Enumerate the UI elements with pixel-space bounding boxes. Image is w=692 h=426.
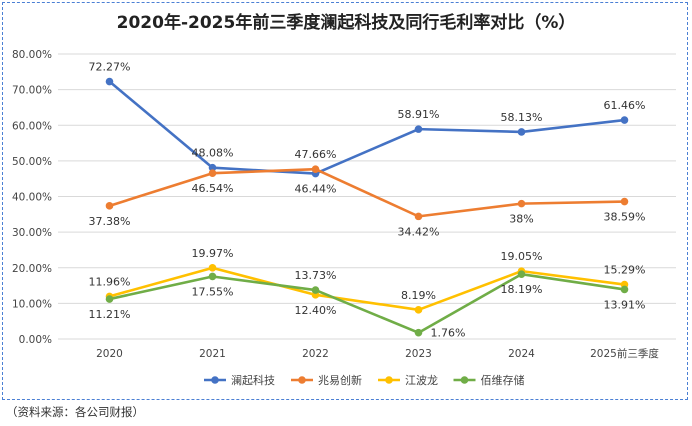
- legend-swatch-marker: [298, 376, 306, 384]
- data-point: [620, 116, 629, 124]
- data-point: [517, 199, 526, 208]
- data-label: 13.73%: [295, 269, 337, 282]
- data-point: [208, 272, 217, 281]
- data-label: 47.66%: [295, 148, 337, 161]
- series-line: [109, 167, 625, 218]
- x-tick-label: 2025前三季度: [590, 347, 659, 360]
- y-tick-label: 50.00%: [12, 156, 52, 168]
- legend-label: 澜起科技: [231, 373, 275, 387]
- data-label: 12.40%: [295, 304, 337, 317]
- data-point: [311, 165, 320, 174]
- chart-frame: [2, 2, 688, 400]
- y-tick-label: 0.00%: [19, 334, 52, 346]
- data-label: 46.54%: [192, 182, 234, 195]
- y-tick-label: 30.00%: [12, 227, 52, 239]
- data-label: 38%: [509, 213, 533, 226]
- y-tick-label: 60.00%: [12, 120, 52, 132]
- legend-label: 江波龙: [405, 374, 438, 387]
- legend-swatch-marker: [460, 376, 469, 384]
- series-line: [109, 266, 625, 312]
- legend-label: 佰维存储: [481, 373, 525, 387]
- legend-swatch-marker: [385, 376, 393, 384]
- data-point: [414, 328, 423, 337]
- series-2: [105, 165, 629, 221]
- data-point: [414, 212, 423, 221]
- x-tick-label: 2021: [199, 348, 226, 360]
- x-tick-label: 2022: [302, 348, 329, 360]
- data-label: 48.08%: [192, 147, 234, 160]
- series-line: [109, 272, 625, 335]
- data-point: [208, 169, 217, 178]
- data-label: 13.91%: [604, 298, 646, 311]
- gridlines: [58, 53, 676, 340]
- legend-item: 兆易创新: [291, 373, 362, 387]
- series-4: [105, 270, 629, 337]
- data-labels: 72.27% 48.08% 46.44% 58.91% 58.13% 61.46% 37.3…: [89, 61, 646, 340]
- y-axis: 0.00% 10.00% 20.00% 30.00% 40.00% 50.00% 60.00…: [12, 49, 52, 346]
- data-label: 1.76%: [431, 327, 466, 340]
- data-label: 46.44%: [295, 183, 337, 196]
- y-tick-label: 40.00%: [12, 192, 52, 204]
- data-label: 58.91%: [398, 108, 440, 121]
- data-point: [620, 285, 629, 294]
- data-point: [105, 202, 114, 210]
- data-label: 17.55%: [192, 285, 234, 298]
- data-label: 37.38%: [89, 215, 131, 228]
- series-line: [108, 80, 625, 175]
- y-tick-label: 20.00%: [12, 263, 52, 275]
- data-label: 11.96%: [89, 275, 131, 288]
- data-point: [517, 128, 526, 136]
- data-label: 18.19%: [501, 283, 543, 296]
- series-group: [105, 77, 629, 337]
- y-tick-label: 80.00%: [12, 49, 52, 61]
- data-point: [208, 264, 217, 272]
- data-point: [311, 286, 320, 294]
- series-1: [105, 77, 629, 178]
- legend-label: 兆易创新: [318, 373, 362, 387]
- legend-item: 佰维存储: [453, 373, 525, 387]
- data-label: 19.97%: [192, 247, 234, 260]
- legend-swatch-marker: [211, 376, 219, 384]
- legend: 澜起科技 兆易创新 江波龙 佰维存储: [204, 373, 525, 387]
- x-tick-label: 2020: [96, 348, 123, 360]
- data-label: 34.42%: [398, 225, 440, 238]
- data-label: 72.27%: [89, 61, 131, 74]
- data-point: [208, 163, 217, 172]
- data-point: [620, 197, 629, 206]
- data-point: [414, 306, 423, 314]
- data-label: 38.59%: [604, 211, 646, 224]
- x-tick-label: 2023: [405, 348, 432, 360]
- y-tick-label: 10.00%: [12, 298, 52, 310]
- legend-item: 澜起科技: [204, 373, 275, 387]
- x-axis: 2020 2021 2022 2023 2024 2025前三季度: [96, 347, 659, 360]
- data-point: [517, 270, 526, 278]
- legend-item: 江波龙: [378, 374, 438, 387]
- data-point: [105, 295, 114, 303]
- series-3: [105, 264, 629, 314]
- data-label: 8.19%: [401, 289, 436, 302]
- data-label: 11.21%: [89, 308, 131, 321]
- line-chart: 2020年-2025年前三季度澜起科技及同行毛利率对比（%） 0.00% 10.0…: [12, 12, 676, 387]
- data-label: 19.05%: [501, 250, 543, 263]
- data-label: 15.29%: [604, 264, 646, 277]
- data-point: [414, 125, 423, 133]
- source-note: （资料来源：各公司财报）: [6, 405, 144, 419]
- data-label: 61.46%: [604, 99, 646, 112]
- x-tick-label: 2024: [508, 348, 535, 360]
- chart-title: 2020年-2025年前三季度澜起科技及同行毛利率对比（%）: [117, 12, 576, 33]
- y-tick-label: 70.00%: [12, 85, 52, 97]
- data-point: [105, 77, 114, 86]
- data-label: 58.13%: [501, 111, 543, 124]
